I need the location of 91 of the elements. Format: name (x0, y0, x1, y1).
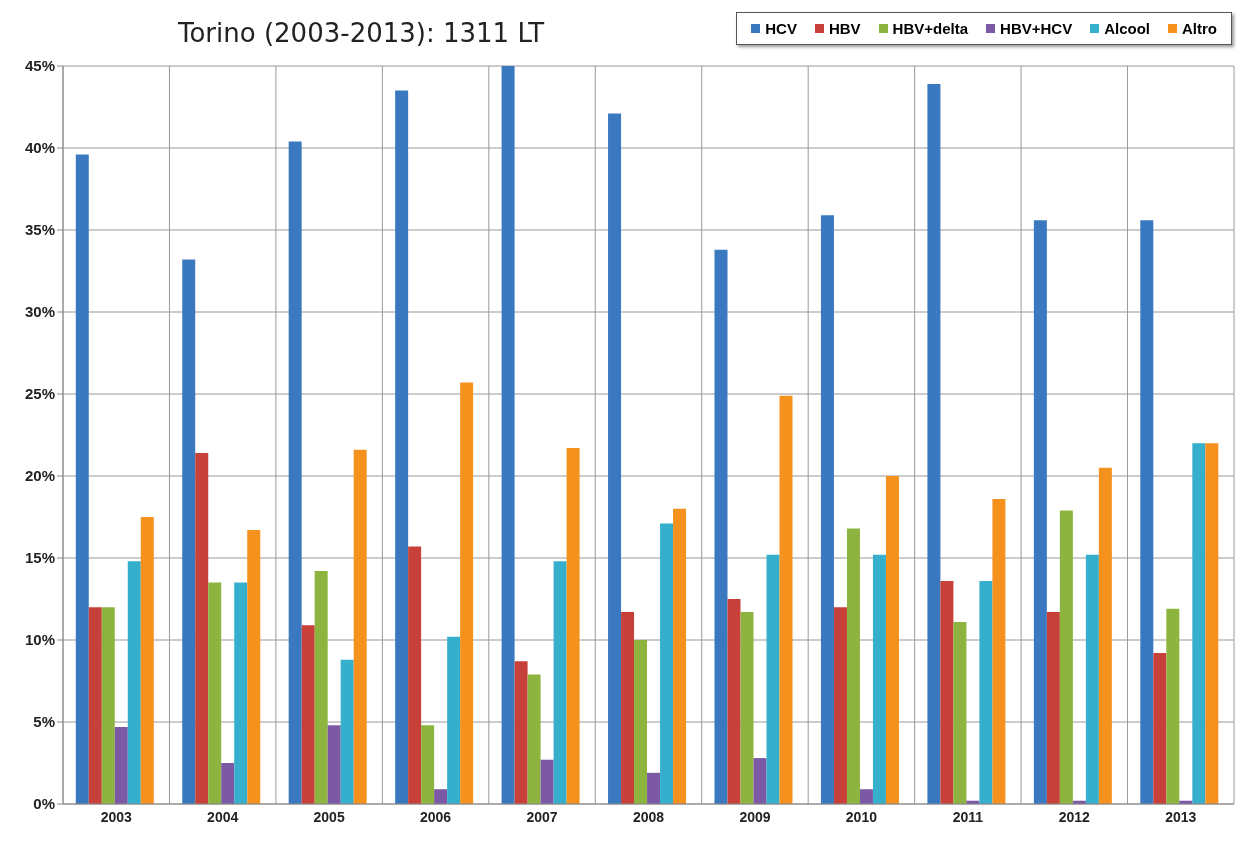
y-tick-label: 25% (24, 385, 55, 403)
y-tick-label: 45% (24, 57, 55, 75)
bar (1085, 554, 1099, 804)
bar (247, 530, 261, 804)
bar (979, 580, 993, 804)
bar (753, 758, 767, 804)
bar (140, 517, 154, 804)
bar (1033, 220, 1047, 804)
bar (1059, 510, 1073, 804)
bar (859, 789, 873, 804)
x-tick-label: 2006 (420, 808, 452, 825)
legend-label: HBV+delta (892, 20, 969, 37)
x-tick-label: 2005 (313, 808, 345, 825)
bar (740, 612, 754, 804)
bar (1140, 220, 1154, 804)
x-tick-label: 2003 (100, 808, 133, 825)
bar (673, 508, 687, 804)
bar (514, 661, 528, 804)
y-tick-label: 15% (24, 549, 55, 567)
bar (634, 640, 648, 804)
bar (1192, 443, 1206, 804)
legend-label: HBV (828, 20, 861, 37)
bar (540, 759, 554, 804)
bar (1153, 653, 1167, 804)
bar (566, 448, 580, 804)
bar (647, 772, 661, 804)
bar (421, 725, 435, 804)
bar (301, 625, 315, 804)
bar (553, 561, 567, 804)
x-tick-label: 2008 (632, 808, 665, 825)
bar (1166, 608, 1180, 804)
y-tick-label: 10% (24, 631, 55, 649)
bar (195, 453, 209, 804)
bar (953, 621, 967, 804)
bar (182, 259, 196, 804)
y-tick-label: 40% (24, 139, 55, 157)
bar (234, 582, 248, 804)
bar (434, 789, 448, 804)
bar (608, 113, 622, 804)
bar (208, 582, 222, 804)
bar (1098, 467, 1112, 804)
bar (1205, 443, 1219, 804)
bar (288, 141, 302, 804)
bar (660, 523, 674, 804)
y-tick-label: 30% (24, 303, 55, 321)
x-tick-label: 2012 (1058, 808, 1091, 825)
bar (447, 636, 461, 804)
bar (833, 607, 847, 804)
bar (221, 763, 235, 804)
y-tick-label: 20% (24, 467, 55, 485)
bar (127, 561, 141, 804)
bar (779, 395, 793, 804)
legend-label: HBV+HCV (1000, 20, 1073, 37)
legend-label: Altro (1182, 20, 1217, 37)
y-tick-label: 35% (24, 221, 55, 239)
bar (927, 84, 941, 804)
bar (408, 546, 422, 804)
x-tick-label: 2007 (526, 808, 558, 825)
bar (1046, 612, 1060, 804)
bar (766, 554, 780, 804)
bar (353, 449, 367, 804)
bar (872, 554, 886, 804)
bar (88, 607, 102, 804)
y-tick-label: 0% (33, 795, 55, 813)
bar (114, 726, 128, 804)
bar (714, 249, 728, 804)
bar (340, 659, 354, 804)
bar (527, 674, 541, 804)
bar (395, 90, 409, 804)
bar (101, 607, 115, 804)
bar (75, 154, 89, 804)
bar (846, 528, 860, 804)
x-tick-label: 2010 (845, 808, 878, 825)
y-tick-label: 5% (33, 713, 55, 731)
bar (727, 599, 741, 804)
bar (820, 215, 834, 804)
bar (460, 382, 474, 804)
x-tick-label: 2013 (1165, 808, 1197, 825)
bar (621, 612, 635, 804)
bar (314, 571, 328, 804)
bar (327, 725, 341, 804)
bar (501, 66, 515, 804)
legend-label: HCV (765, 20, 797, 37)
chart-title: Torino (2003-2013): 1311 LT (178, 18, 545, 48)
bar (885, 476, 899, 804)
x-tick-label: 2009 (739, 808, 771, 825)
x-tick-label: 2011 (952, 808, 984, 825)
bar (992, 498, 1006, 804)
bar (940, 580, 954, 804)
x-tick-label: 2004 (207, 808, 239, 825)
legend-label: Alcool (1104, 20, 1150, 37)
